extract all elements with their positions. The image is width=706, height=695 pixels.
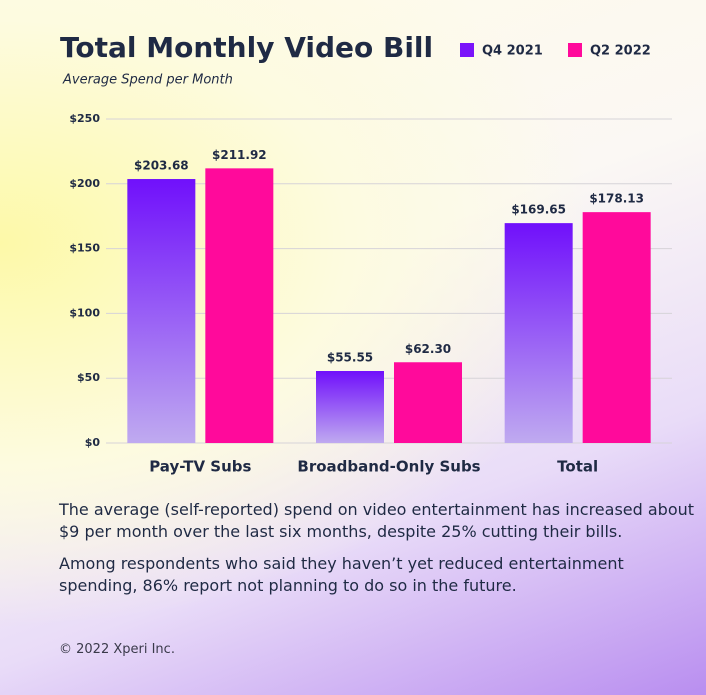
y-tick-label: $250 (69, 112, 100, 125)
bar (582, 212, 651, 443)
bar (394, 362, 462, 443)
legend-swatch (568, 43, 582, 57)
x-tick-label: Pay-TV Subs (149, 458, 251, 476)
y-tick-label: $200 (69, 177, 100, 190)
value-label: $62.30 (405, 342, 451, 356)
y-tick-label: $150 (69, 242, 100, 255)
chart-title: Total Monthly Video Bill (60, 31, 433, 64)
bar (127, 179, 196, 444)
legend-label: Q4 2021 (482, 44, 543, 59)
bar (316, 371, 384, 443)
value-label: $203.68 (134, 159, 189, 173)
legend-swatch (460, 43, 474, 57)
value-label: $169.65 (511, 203, 566, 217)
value-label: $211.92 (212, 148, 267, 162)
footer: © 2022 Xperi Inc. (59, 642, 175, 657)
chart-subtitle: Average Spend per Month (62, 73, 233, 88)
paragraph: Among respondents who said they haven’t … (59, 554, 624, 595)
y-tick-label: $50 (77, 371, 100, 384)
bar (504, 223, 573, 443)
value-label: $55.55 (327, 351, 373, 365)
paragraph: The average (self-reported) spend on vid… (59, 500, 695, 541)
legend-label: Q2 2022 (590, 44, 651, 59)
bar (205, 168, 274, 443)
value-label: $178.13 (589, 192, 644, 206)
y-tick-label: $100 (69, 306, 100, 319)
x-tick-label: Broadband-Only Subs (297, 458, 480, 476)
x-tick-label: Total (557, 458, 598, 476)
y-tick-label: $0 (85, 436, 101, 449)
